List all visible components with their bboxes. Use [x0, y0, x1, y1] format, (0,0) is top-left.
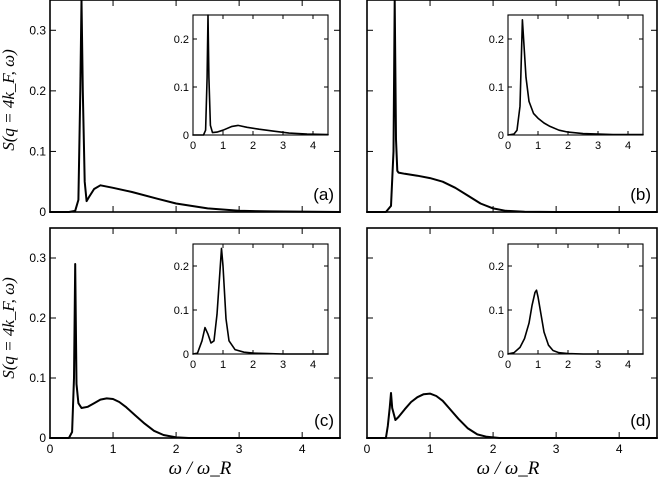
- inset-axis-ytick-label: 0.2: [174, 34, 189, 46]
- panel-label: (c): [314, 411, 334, 430]
- main-axis-ytick-label: 0.1: [29, 371, 46, 385]
- inset-axis-xtick-label: 0: [190, 359, 196, 371]
- main-axis-xtick-label: 3: [236, 442, 243, 456]
- main-axis-ytick-label: 0.3: [29, 23, 46, 37]
- inset-axis-ytick-label: 0.1: [489, 305, 504, 317]
- main-axis-xtick-label: 4: [299, 442, 306, 456]
- main-axis-ytick-label: 0: [39, 431, 46, 445]
- panel-label: (a): [313, 185, 334, 204]
- inset-axis-xtick-label: 1: [220, 359, 226, 371]
- series-line: [49, 263, 341, 439]
- main-axis-frame: [49, 0, 341, 213]
- inset-background: [193, 15, 328, 135]
- inset-axis-xtick-label: 2: [250, 359, 256, 371]
- panel-3: 0 1 2 3 4 (d) 0 1 2 3 4 0 0.1 0.2: [364, 227, 658, 456]
- inset-line: [507, 289, 644, 355]
- inset-axis-frame: [192, 14, 329, 136]
- inset-axis-xtick-label: 1: [535, 359, 541, 371]
- series-line: [49, 0, 341, 213]
- inset-axis-ytick-label: 0.2: [489, 261, 504, 273]
- inset-axis-frame: [507, 14, 644, 136]
- main-axis-xtick-label: 1: [427, 442, 434, 456]
- inset-axis-ytick-label: 0.1: [174, 82, 189, 94]
- series-line: [366, 0, 658, 213]
- main-axis-xtick-label: 4: [616, 442, 623, 456]
- inset-axis-xtick-label: 4: [310, 359, 316, 371]
- panels: 0 0.1 0.2 0.3 (a) 0 1 2 3 4 0 0.1 0.2 (b) 0 1 2 3 4 0 0.1 0.2…: [29, 0, 658, 456]
- inset-background: [508, 15, 643, 135]
- main-axis-ytick-label: 0.3: [29, 251, 46, 265]
- inset-axis-xtick-label: 3: [280, 140, 286, 152]
- x-axis-label-right: ω / ω_R: [477, 458, 540, 479]
- inset-background: [508, 244, 643, 354]
- panel-2: 0 1 2 3 4 0 0.1 0.2 0.3 (c) 0 1 2 3 4 0 0.1 0.2: [29, 227, 341, 456]
- inset-axis-xtick-label: 2: [565, 359, 571, 371]
- main-axis-xtick-label: 2: [490, 442, 497, 456]
- inset-axis-xtick-label: 4: [625, 140, 631, 152]
- main-axis-ytick-label: 0.1: [29, 145, 46, 159]
- inset-axis-xtick-label: 3: [280, 359, 286, 371]
- main-axis-ytick-label: 0: [39, 205, 46, 219]
- main-axis-xtick-label: 0: [47, 442, 54, 456]
- inset-axis-ytick-label: 0: [183, 349, 189, 361]
- inset-line: [192, 247, 329, 355]
- panel-label: (d): [630, 411, 651, 430]
- panel-0: 0 0.1 0.2 0.3 (a) 0 1 2 3 4 0 0.1 0.2: [29, 0, 341, 219]
- inset-background: [193, 244, 328, 354]
- panel-1: (b) 0 1 2 3 4 0 0.1 0.2: [366, 0, 658, 213]
- main-axis-ytick-label: 0.2: [29, 311, 46, 325]
- inset-axis-xtick-label: 0: [190, 140, 196, 152]
- inset-axis-ytick-label: 0: [498, 349, 504, 361]
- y-axis-label-bottom: S(q = 4k_F, ω): [0, 277, 18, 379]
- inset-axis-xtick-label: 0: [505, 359, 511, 371]
- inset-line: [507, 18, 644, 136]
- inset-axis-xtick-label: 3: [595, 359, 601, 371]
- y-axis-label-top: S(q = 4k_F, ω): [0, 49, 18, 151]
- series-line: [366, 392, 658, 439]
- main-axis-xtick-label: 1: [110, 442, 117, 456]
- inset-axis-xtick-label: 1: [220, 140, 226, 152]
- x-axis-label-left: ω / ω_R: [169, 458, 232, 479]
- inset-axis-xtick-label: 3: [595, 140, 601, 152]
- inset-axis-xtick-label: 2: [250, 140, 256, 152]
- inset-axis-ytick-label: 0.1: [174, 305, 189, 317]
- inset-axis-xtick-label: 4: [310, 140, 316, 152]
- main-axis-xtick-label: 2: [173, 442, 180, 456]
- inset-axis-xtick-label: 1: [535, 140, 541, 152]
- inset-axis-xtick-label: 2: [565, 140, 571, 152]
- inset-line: [192, 14, 329, 136]
- inset-axis-ytick-label: 0.2: [174, 261, 189, 273]
- main-axis-xtick-label: 3: [553, 442, 560, 456]
- inset-axis-ytick-label: 0: [183, 130, 189, 142]
- inset-axis-ytick-label: 0.2: [489, 34, 504, 46]
- inset-axis-ytick-label: 0: [498, 130, 504, 142]
- inset-axis-xtick-label: 0: [505, 140, 511, 152]
- panel-label: (b): [630, 185, 651, 204]
- inset-axis-ytick-label: 0.1: [489, 82, 504, 94]
- main-axis-xtick-label: 0: [364, 442, 371, 456]
- inset-axis-xtick-label: 4: [625, 359, 631, 371]
- main-axis-ytick-label: 0.2: [29, 84, 46, 98]
